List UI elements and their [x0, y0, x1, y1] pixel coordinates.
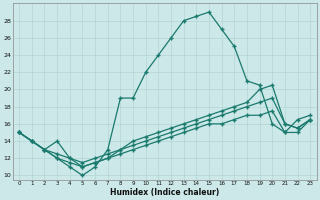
X-axis label: Humidex (Indice chaleur): Humidex (Indice chaleur) [110, 188, 219, 197]
